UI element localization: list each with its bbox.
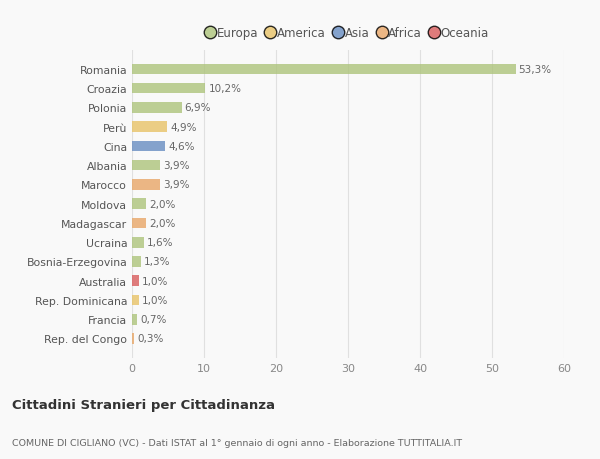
Text: 6,9%: 6,9% — [185, 103, 211, 113]
Legend: Europa, America, Asia, Africa, Oceania: Europa, America, Asia, Africa, Oceania — [202, 22, 494, 45]
Bar — [132, 334, 134, 344]
Text: 4,6%: 4,6% — [168, 142, 194, 151]
Text: 2,0%: 2,0% — [149, 199, 176, 209]
Bar — [132, 314, 137, 325]
Bar — [132, 295, 139, 306]
Text: 10,2%: 10,2% — [208, 84, 241, 94]
Text: 1,0%: 1,0% — [142, 295, 169, 305]
Text: 3,9%: 3,9% — [163, 180, 190, 190]
Text: 2,0%: 2,0% — [149, 218, 176, 229]
Bar — [132, 218, 146, 229]
Text: 0,7%: 0,7% — [140, 314, 166, 325]
Text: 1,3%: 1,3% — [144, 257, 171, 267]
Text: 0,3%: 0,3% — [137, 334, 163, 344]
Text: 3,9%: 3,9% — [163, 161, 190, 171]
Text: Cittadini Stranieri per Cittadinanza: Cittadini Stranieri per Cittadinanza — [12, 398, 275, 412]
Text: 1,6%: 1,6% — [146, 238, 173, 248]
Bar — [132, 180, 160, 190]
Bar — [132, 237, 143, 248]
Bar — [132, 276, 139, 286]
Bar — [132, 199, 146, 210]
Text: 1,0%: 1,0% — [142, 276, 169, 286]
Bar — [132, 84, 205, 94]
Text: 4,9%: 4,9% — [170, 123, 197, 132]
Text: 53,3%: 53,3% — [518, 65, 552, 75]
Bar — [132, 64, 516, 75]
Bar — [132, 103, 182, 113]
Bar — [132, 141, 165, 152]
Text: COMUNE DI CIGLIANO (VC) - Dati ISTAT al 1° gennaio di ogni anno - Elaborazione T: COMUNE DI CIGLIANO (VC) - Dati ISTAT al … — [12, 438, 462, 447]
Bar — [132, 161, 160, 171]
Bar — [132, 122, 167, 133]
Bar — [132, 257, 142, 267]
